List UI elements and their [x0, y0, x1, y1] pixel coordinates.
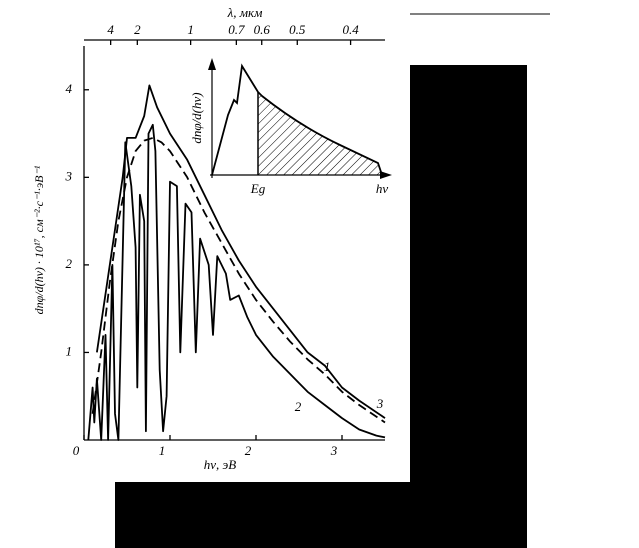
inset-arrow — [208, 58, 216, 70]
series-label: 2 — [295, 399, 302, 414]
inset-eg-label: Eg — [250, 181, 266, 196]
x2-tick-label: 4 — [107, 22, 114, 37]
y-tick-label: 4 — [66, 81, 73, 96]
x2-axis-label: λ, мкм — [227, 5, 263, 20]
y-tick-label: 3 — [65, 168, 73, 183]
y-tick-label: 2 — [66, 256, 73, 271]
series-label: 1 — [324, 359, 331, 374]
series-line — [91, 137, 386, 424]
y-axis-label: dnφ/d(hν) · 10¹⁷, см⁻²·с⁻¹·эВ⁻¹ — [32, 165, 46, 314]
inset: dnφ/d(hν) Eg hν — [189, 58, 392, 196]
x2-tick-label: 0.5 — [289, 22, 306, 37]
x2-tick-label: 0.7 — [228, 22, 245, 37]
inset-arrow — [380, 171, 392, 179]
x-tick-label: 0 — [73, 443, 80, 458]
x2-tick-label: 2 — [134, 22, 141, 37]
x-axis-label: hν, эВ — [204, 457, 237, 472]
series-label: 3 — [376, 396, 384, 411]
x-tick-label: 2 — [245, 443, 252, 458]
series-line — [87, 123, 386, 441]
inset-x-label: hν — [376, 181, 389, 196]
y-tick-label: 1 — [66, 343, 73, 358]
x-tick-label: 1 — [159, 443, 166, 458]
series-line — [96, 84, 386, 419]
inset-y-label: dnφ/d(hν) — [189, 92, 204, 143]
figure-paper — [0, 0, 410, 482]
x2-tick-label: 0.4 — [342, 22, 359, 37]
inset-curve — [211, 63, 383, 176]
x-tick-label: 3 — [330, 443, 338, 458]
inset-hatch — [258, 92, 382, 175]
x2-tick-label: 0.6 — [254, 22, 271, 37]
x2-tick-label: 1 — [187, 22, 194, 37]
